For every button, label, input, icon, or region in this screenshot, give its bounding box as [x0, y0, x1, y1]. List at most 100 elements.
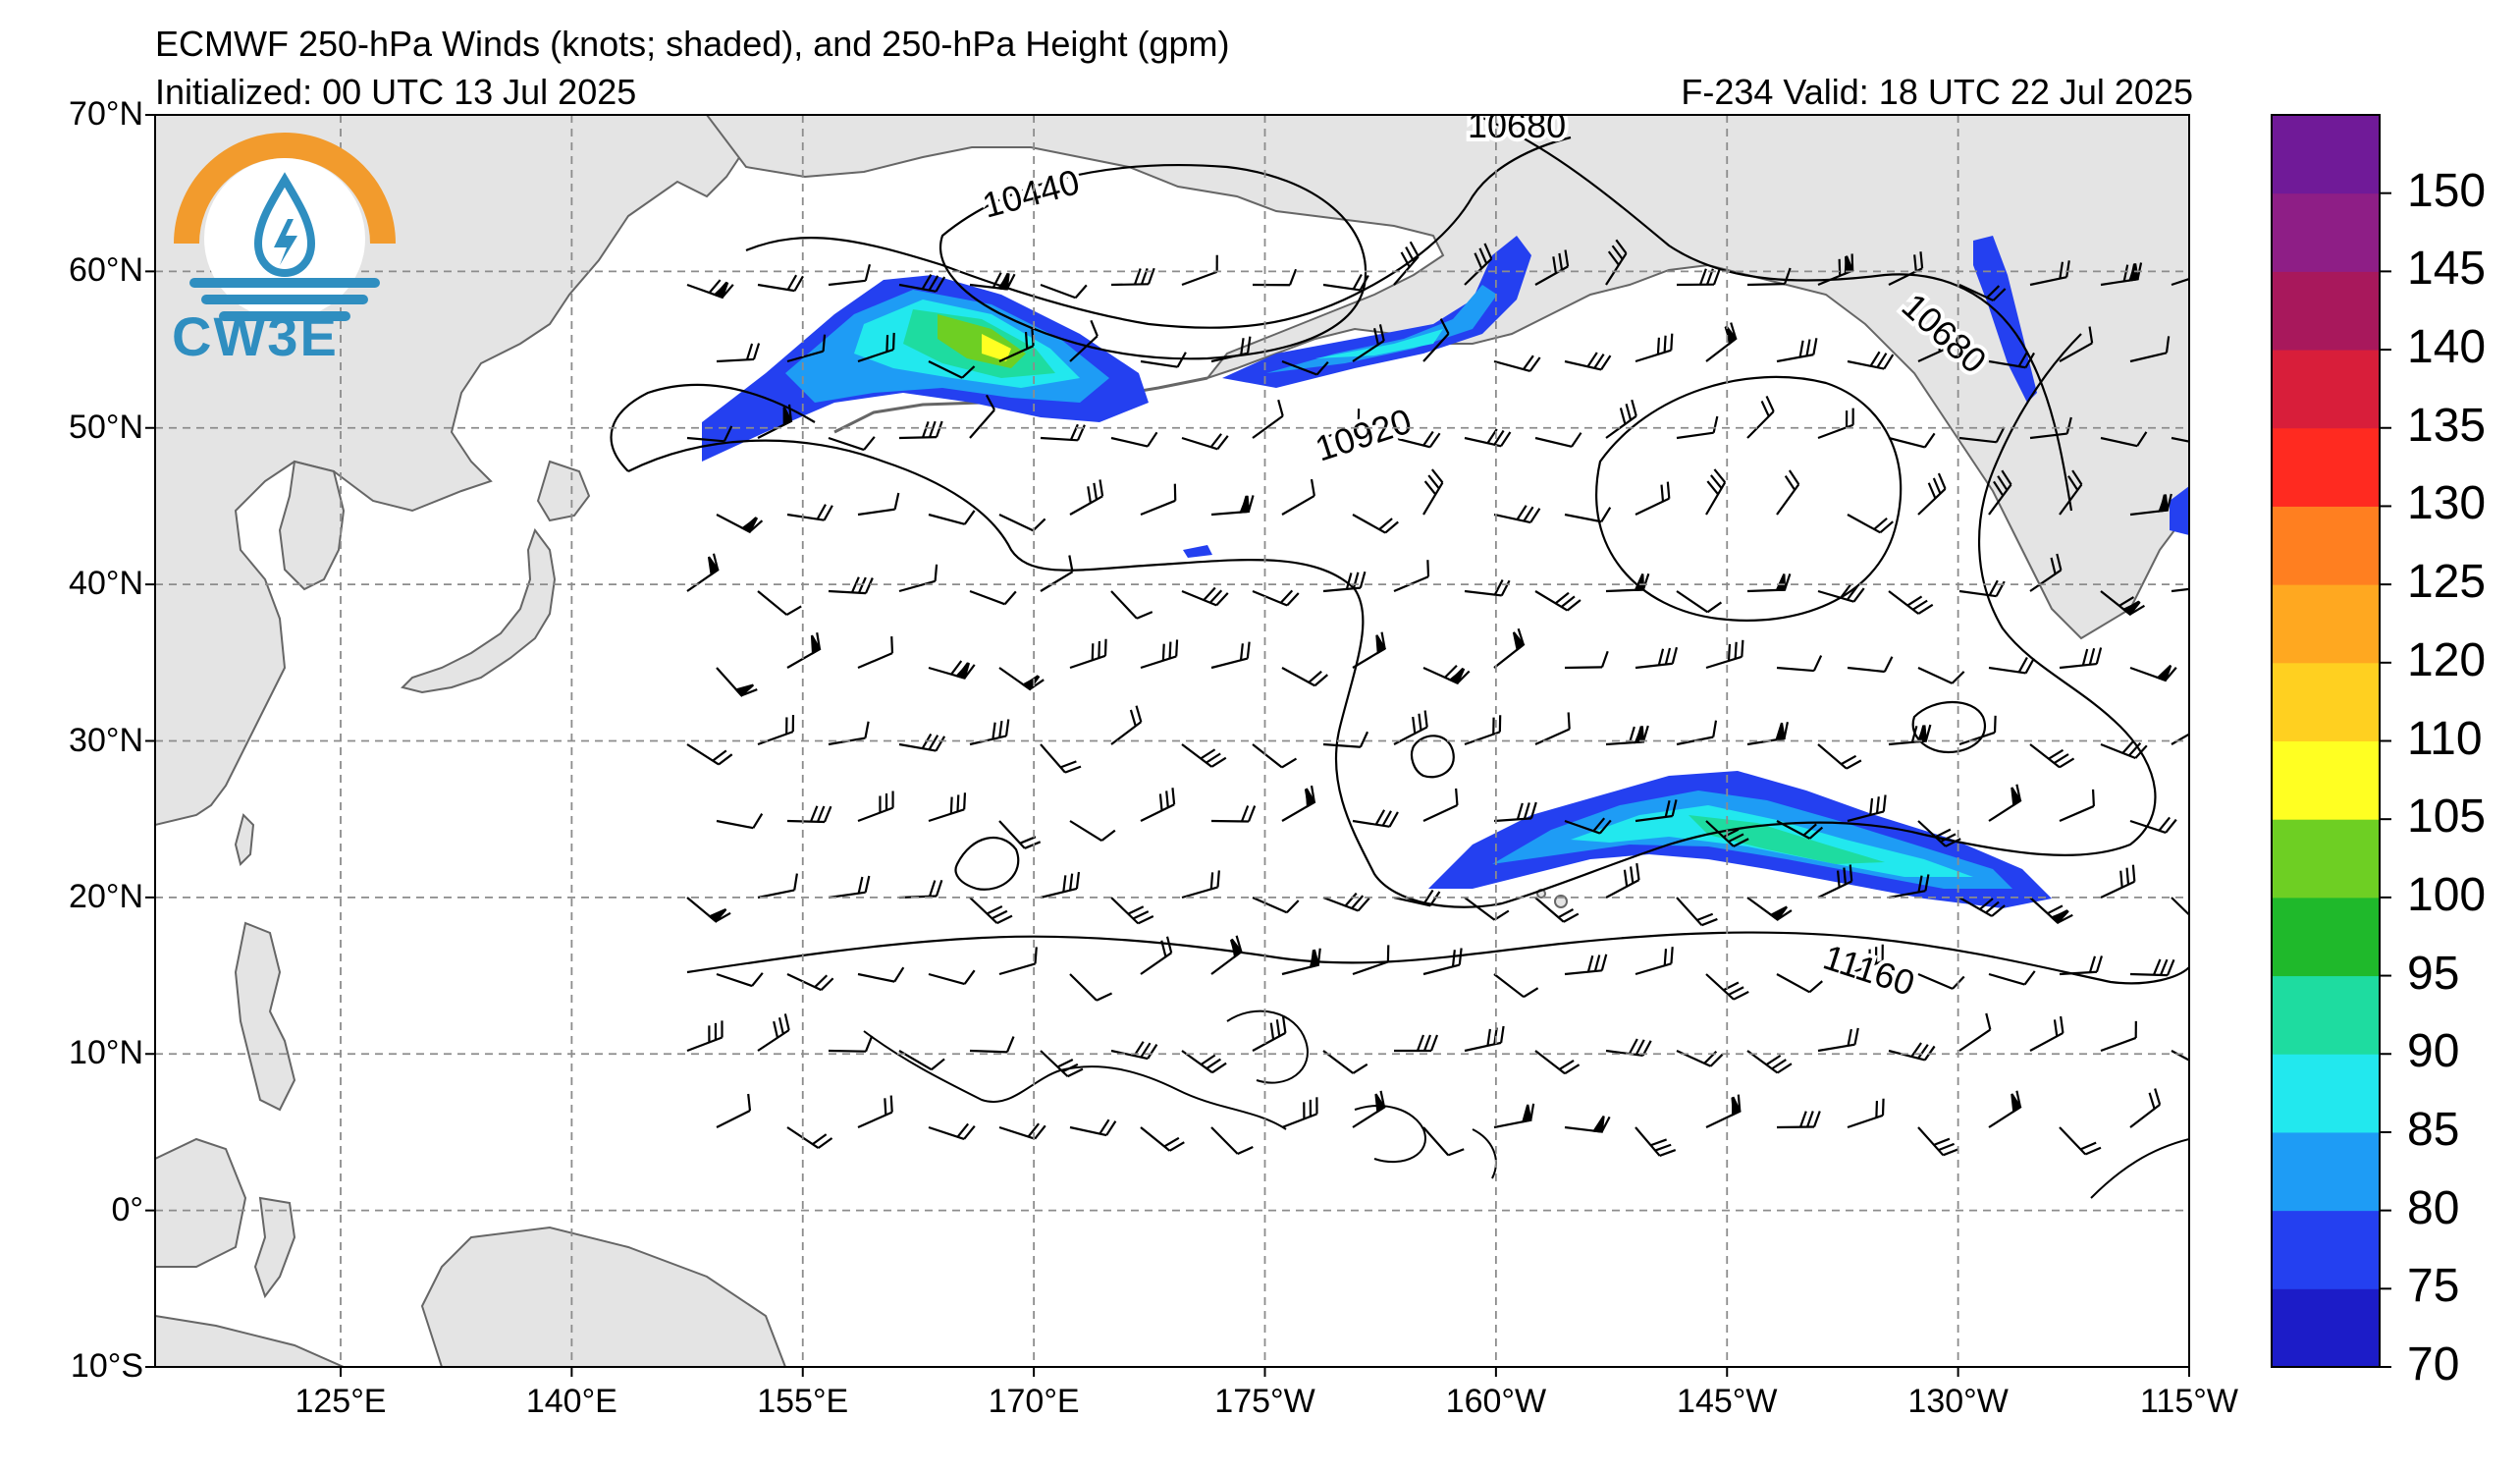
axis-ticks — [145, 114, 2190, 1377]
wind-barb — [998, 329, 1035, 363]
wind-barb — [1069, 1118, 1117, 1137]
wind-barb — [1534, 590, 1582, 612]
initialized-time: Initialized: 00 UTC 13 Jul 2025 — [155, 72, 637, 112]
wind-barb — [1422, 948, 1463, 976]
water-drop-sun-logo-icon — [174, 133, 396, 321]
wind-barb — [1281, 359, 1329, 376]
colorbar-segment — [2272, 1288, 2380, 1368]
wind-barb — [1110, 897, 1154, 925]
wind-barb — [2129, 1088, 2162, 1128]
wind-barb — [2129, 958, 2175, 977]
wind-barb — [1534, 1050, 1581, 1075]
figure-title: ECMWF 250-hPa Winds (knots; shaded), and… — [155, 24, 1230, 64]
colorbar-label: 145 — [2407, 243, 2487, 296]
wind-barb — [1210, 935, 1243, 975]
wind-barb — [1322, 273, 1369, 292]
wind-barb — [2029, 553, 2063, 592]
wind-barb — [757, 1013, 790, 1052]
wind-barb — [857, 332, 895, 363]
wind-barb — [1988, 469, 2012, 516]
wind-barb — [1181, 586, 1229, 607]
wind-barb — [1564, 507, 1612, 523]
wind-barb — [1564, 954, 1608, 976]
wind-barb — [1746, 267, 1792, 287]
wind-barb — [757, 404, 793, 439]
wind-barb — [716, 514, 764, 534]
wind-barb — [1958, 715, 1997, 746]
wind-barb — [716, 1093, 752, 1128]
latitude-label: 10°S — [70, 1347, 143, 1385]
contour-10920 — [627, 333, 2157, 908]
wind-barb — [1464, 897, 1510, 921]
wind-barb — [928, 969, 976, 986]
wind-barb — [1676, 897, 1718, 927]
longitude-label: 140°E — [525, 1383, 617, 1420]
wind-barb — [1210, 495, 1255, 517]
wind-barb — [1040, 555, 1074, 592]
wind-barb — [2029, 416, 2072, 440]
valid-time: F-234 Valid: 18 UTC 22 Jul 2025 — [1681, 72, 2193, 112]
wind-barb — [1605, 573, 1650, 593]
wind-barb — [1393, 430, 1441, 449]
wind-barb — [1705, 1094, 1742, 1128]
contour-10680 — [745, 136, 1572, 329]
wind-barb — [1069, 973, 1113, 1002]
wind-barb — [1988, 351, 2035, 369]
wind-barb — [1281, 667, 1328, 687]
wind-barb — [1888, 432, 1936, 449]
wind-barb — [1746, 897, 1793, 921]
colorbar-label: 90 — [2407, 1025, 2460, 1078]
jet-streak-small — [1183, 545, 1212, 558]
land-hokkaido — [536, 460, 591, 522]
colorbar-label: 70 — [2407, 1338, 2460, 1391]
wind-barb — [1110, 705, 1143, 745]
wind-barb — [1352, 1090, 1386, 1128]
colorbar-segment — [2272, 740, 2380, 820]
wind-barb — [1181, 870, 1220, 900]
wind-barb — [2059, 647, 2103, 670]
wind-barb — [2129, 336, 2171, 363]
contour-small-high-1 — [954, 836, 1020, 891]
wind-barb — [1252, 1015, 1287, 1052]
wind-barb — [686, 1020, 724, 1053]
wind-barb — [1817, 743, 1862, 770]
wind-barb — [1564, 352, 1612, 371]
wind-barb — [1393, 1034, 1439, 1053]
land-new-guinea — [420, 1226, 787, 1367]
wind-barb — [1635, 481, 1671, 516]
wind-barb — [1605, 863, 1640, 899]
wind-barb — [1140, 1126, 1185, 1152]
wind-barb — [1352, 809, 1399, 828]
wind-barb — [2029, 743, 2075, 769]
wind-barb — [716, 972, 764, 988]
map-content: 10440 10680 10920 10680 11160 — [155, 115, 2189, 1367]
jet-streak-subtropical — [1428, 771, 2052, 908]
wind-barb — [928, 660, 976, 680]
colorbar-segment — [2272, 584, 2380, 664]
latitude-label: 70°N — [69, 95, 143, 133]
colorbar-segment — [2272, 819, 2380, 899]
wind-barb — [1534, 712, 1571, 746]
wind-barb — [1040, 283, 1088, 300]
wind-barb — [1493, 1103, 1535, 1129]
wind-barb — [1393, 889, 1441, 907]
wind-barb — [1393, 241, 1420, 286]
wind-barb — [1776, 1111, 1821, 1129]
wind-barb — [2100, 864, 2136, 899]
wind-barb — [686, 553, 720, 592]
colorbar-segment — [2272, 1054, 2380, 1133]
longitude-label: 170°E — [988, 1383, 1080, 1420]
land-hawaii — [1554, 895, 1568, 908]
contour-small-high-2 — [1410, 735, 1455, 779]
wind-barb — [716, 667, 758, 697]
wind-barb — [1140, 788, 1176, 822]
wind-barb — [898, 420, 943, 440]
wind-barb — [1281, 478, 1315, 516]
wind-barb — [1181, 433, 1229, 451]
wind-barb — [1635, 646, 1679, 670]
wind-barb — [1776, 655, 1823, 673]
wind-barb — [1534, 897, 1580, 923]
wind-barb — [1493, 973, 1539, 999]
land-alaska — [705, 115, 2189, 640]
wind-barb — [828, 1035, 874, 1053]
